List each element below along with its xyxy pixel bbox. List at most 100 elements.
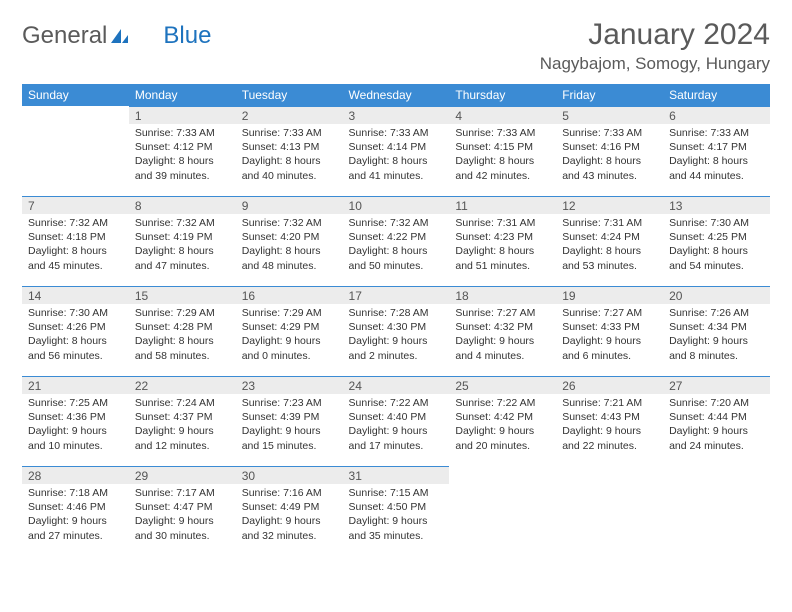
sunset-text: Sunset: 4:37 PM [135,410,230,424]
daylight-text: and 12 minutes. [135,439,230,453]
daylight-text: and 56 minutes. [28,349,123,363]
day-number: 7 [22,196,129,214]
day-number [449,466,556,484]
daylight-text: Daylight: 9 hours [349,514,444,528]
daylight-text: Daylight: 9 hours [455,334,550,348]
weekday-header: Sunday [22,84,129,106]
day-number: 20 [663,286,770,304]
sunrise-text: Sunrise: 7:24 AM [135,396,230,410]
daylight-text: and 53 minutes. [562,259,657,273]
daylight-text: Daylight: 9 hours [135,514,230,528]
day-number: 10 [343,196,450,214]
sunrise-text: Sunrise: 7:17 AM [135,486,230,500]
calendar-day-cell: 6Sunrise: 7:33 AMSunset: 4:17 PMDaylight… [663,106,770,196]
daylight-text: Daylight: 9 hours [135,424,230,438]
sunset-text: Sunset: 4:33 PM [562,320,657,334]
sunset-text: Sunset: 4:43 PM [562,410,657,424]
day-details: Sunrise: 7:31 AMSunset: 4:23 PMDaylight:… [449,214,556,277]
day-number: 19 [556,286,663,304]
sunrise-text: Sunrise: 7:31 AM [455,216,550,230]
day-details: Sunrise: 7:29 AMSunset: 4:28 PMDaylight:… [129,304,236,367]
day-number: 16 [236,286,343,304]
sunrise-text: Sunrise: 7:20 AM [669,396,764,410]
day-number: 2 [236,106,343,124]
day-details: Sunrise: 7:33 AMSunset: 4:14 PMDaylight:… [343,124,450,187]
day-details: Sunrise: 7:22 AMSunset: 4:42 PMDaylight:… [449,394,556,457]
day-number: 4 [449,106,556,124]
day-number: 12 [556,196,663,214]
day-number: 3 [343,106,450,124]
calendar-day-cell: 5Sunrise: 7:33 AMSunset: 4:16 PMDaylight… [556,106,663,196]
daylight-text: Daylight: 9 hours [28,424,123,438]
day-details: Sunrise: 7:26 AMSunset: 4:34 PMDaylight:… [663,304,770,367]
calendar-day-cell: 1Sunrise: 7:33 AMSunset: 4:12 PMDaylight… [129,106,236,196]
day-number: 6 [663,106,770,124]
calendar-day-cell: 4Sunrise: 7:33 AMSunset: 4:15 PMDaylight… [449,106,556,196]
calendar-day-cell: 3Sunrise: 7:33 AMSunset: 4:14 PMDaylight… [343,106,450,196]
calendar-day-cell [663,466,770,556]
day-details: Sunrise: 7:33 AMSunset: 4:17 PMDaylight:… [663,124,770,187]
daylight-text: and 43 minutes. [562,169,657,183]
daylight-text: Daylight: 9 hours [242,514,337,528]
sunrise-text: Sunrise: 7:23 AM [242,396,337,410]
daylight-text: Daylight: 9 hours [349,334,444,348]
calendar-day-cell: 13Sunrise: 7:30 AMSunset: 4:25 PMDayligh… [663,196,770,286]
sunrise-text: Sunrise: 7:16 AM [242,486,337,500]
calendar-day-cell: 24Sunrise: 7:22 AMSunset: 4:40 PMDayligh… [343,376,450,466]
calendar-day-cell: 21Sunrise: 7:25 AMSunset: 4:36 PMDayligh… [22,376,129,466]
daylight-text: Daylight: 8 hours [135,334,230,348]
calendar-day-cell: 14Sunrise: 7:30 AMSunset: 4:26 PMDayligh… [22,286,129,376]
daylight-text: and 41 minutes. [349,169,444,183]
calendar-day-cell [449,466,556,556]
day-number: 25 [449,376,556,394]
daylight-text: and 27 minutes. [28,529,123,543]
sunrise-text: Sunrise: 7:33 AM [349,126,444,140]
sunset-text: Sunset: 4:15 PM [455,140,550,154]
day-number: 18 [449,286,556,304]
sunset-text: Sunset: 4:17 PM [669,140,764,154]
weekday-header: Monday [129,84,236,106]
sunset-text: Sunset: 4:14 PM [349,140,444,154]
daylight-text: and 47 minutes. [135,259,230,273]
day-details: Sunrise: 7:24 AMSunset: 4:37 PMDaylight:… [129,394,236,457]
day-number: 15 [129,286,236,304]
day-details: Sunrise: 7:21 AMSunset: 4:43 PMDaylight:… [556,394,663,457]
day-details: Sunrise: 7:32 AMSunset: 4:19 PMDaylight:… [129,214,236,277]
sunset-text: Sunset: 4:26 PM [28,320,123,334]
day-details: Sunrise: 7:17 AMSunset: 4:47 PMDaylight:… [129,484,236,547]
calendar-week-row: 14Sunrise: 7:30 AMSunset: 4:26 PMDayligh… [22,286,770,376]
daylight-text: and 2 minutes. [349,349,444,363]
month-title: January 2024 [540,18,770,52]
daylight-text: Daylight: 9 hours [242,334,337,348]
day-details: Sunrise: 7:20 AMSunset: 4:44 PMDaylight:… [663,394,770,457]
weekday-header: Tuesday [236,84,343,106]
logo-sail-icon [109,27,129,45]
daylight-text: and 24 minutes. [669,439,764,453]
daylight-text: Daylight: 9 hours [562,334,657,348]
daylight-text: and 15 minutes. [242,439,337,453]
calendar-day-cell: 27Sunrise: 7:20 AMSunset: 4:44 PMDayligh… [663,376,770,466]
sunrise-text: Sunrise: 7:15 AM [349,486,444,500]
daylight-text: Daylight: 8 hours [135,154,230,168]
page-header: General Blue January 2024 Nagybajom, Som… [22,18,770,74]
day-number: 27 [663,376,770,394]
day-number: 24 [343,376,450,394]
sunrise-text: Sunrise: 7:32 AM [28,216,123,230]
day-details: Sunrise: 7:15 AMSunset: 4:50 PMDaylight:… [343,484,450,547]
calendar-day-cell: 9Sunrise: 7:32 AMSunset: 4:20 PMDaylight… [236,196,343,286]
calendar-week-row: 28Sunrise: 7:18 AMSunset: 4:46 PMDayligh… [22,466,770,556]
calendar-day-cell: 22Sunrise: 7:24 AMSunset: 4:37 PMDayligh… [129,376,236,466]
sunrise-text: Sunrise: 7:26 AM [669,306,764,320]
day-number: 17 [343,286,450,304]
day-details: Sunrise: 7:33 AMSunset: 4:16 PMDaylight:… [556,124,663,187]
calendar-day-cell: 10Sunrise: 7:32 AMSunset: 4:22 PMDayligh… [343,196,450,286]
location-subtitle: Nagybajom, Somogy, Hungary [540,54,770,74]
daylight-text: Daylight: 9 hours [669,424,764,438]
day-number [663,466,770,484]
day-number: 1 [129,106,236,124]
sunset-text: Sunset: 4:44 PM [669,410,764,424]
daylight-text: Daylight: 8 hours [455,244,550,258]
sunset-text: Sunset: 4:22 PM [349,230,444,244]
sunrise-text: Sunrise: 7:21 AM [562,396,657,410]
daylight-text: Daylight: 9 hours [562,424,657,438]
